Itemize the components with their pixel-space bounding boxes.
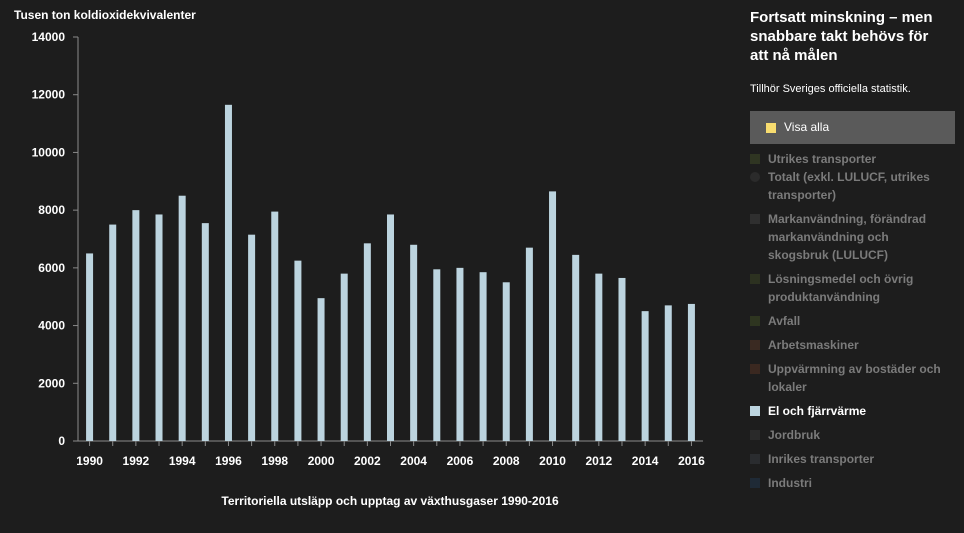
show-all-swatch-icon — [766, 123, 776, 133]
y-tick-label: 12000 — [32, 88, 66, 102]
x-tick-label: 2016 — [678, 454, 705, 468]
x-tick-label: 2006 — [447, 454, 474, 468]
legend-item-label: Utrikes transporter — [768, 152, 877, 166]
bar-1994 — [178, 195, 186, 441]
legend-circle-icon — [750, 172, 760, 182]
legend-item-label: Jordbruk — [768, 428, 821, 442]
sidebar-title: Fortsatt minskning – men snabbare takt b… — [750, 9, 933, 64]
y-tick-label: 4000 — [38, 319, 65, 333]
legend-item[interactable]: Arbetsmaskiner — [750, 336, 950, 354]
legend-item[interactable]: Inrikes transporter — [750, 450, 950, 468]
legend-swatch-icon — [750, 340, 760, 350]
bar-1998 — [271, 211, 279, 441]
chart-area: Tusen ton koldioxidekvivalenter 0 2000 400… — [14, 8, 705, 508]
bar-2015 — [664, 305, 672, 441]
bar-1991 — [109, 224, 117, 441]
legend-swatch-icon — [750, 454, 760, 464]
x-tick-label: 2014 — [632, 454, 659, 468]
legend-item[interactable]: Industri — [750, 474, 950, 492]
bar-1999 — [294, 260, 302, 441]
y-tick-label: 6000 — [38, 261, 65, 275]
bar-2011 — [572, 254, 580, 441]
sidebar-subtitle: Tillhör Sveriges officiella statistik. — [750, 83, 911, 95]
legend-swatch-icon — [750, 430, 760, 440]
x-tick-label: 2010 — [539, 454, 566, 468]
bar-1990 — [86, 253, 94, 441]
bar-2004 — [410, 244, 418, 441]
bar-chart: 0 2000 4000 6000 8000 10000 12000 14000 1990 1992… — [32, 30, 705, 468]
bar-1992 — [132, 210, 140, 441]
bar-1997 — [248, 234, 256, 441]
legend-item[interactable]: Totalt (exkl. LULUCF, utrikes transporte… — [750, 168, 950, 204]
legend-swatch-icon — [750, 316, 760, 326]
legend-item-label: Uppvärmning av bostäder och lokaler — [768, 362, 941, 394]
x-tick-label: 1992 — [123, 454, 150, 468]
legend-swatch-icon — [750, 406, 760, 416]
bar-2008 — [502, 282, 510, 441]
y-tick-label: 2000 — [38, 376, 65, 390]
legend-item[interactable]: Avfall — [750, 312, 950, 330]
bar-2012 — [595, 273, 603, 441]
legend-item-label: Inrikes transporter — [768, 452, 875, 466]
show-all-label: Visa alla — [784, 120, 830, 134]
legend-swatch-icon — [750, 154, 760, 164]
legend-item[interactable]: Markanvändning, förändrad markanvändning… — [750, 210, 950, 264]
y-tick-label: 14000 — [32, 30, 66, 44]
legend-item-label: Totalt (exkl. LULUCF, utrikes transporte… — [768, 170, 930, 202]
legend-item-label: Markanvändning, förändrad markanvändning… — [768, 212, 927, 262]
bar-1995 — [201, 223, 209, 441]
x-tick-label: 2002 — [354, 454, 381, 468]
x-tick-label: 1990 — [76, 454, 103, 468]
x-tick-label: 2004 — [400, 454, 427, 468]
x-tick-label: 2008 — [493, 454, 520, 468]
bar-2000 — [317, 298, 325, 441]
legend-item-label: El och fjärrvärme — [768, 404, 867, 418]
bar-2006 — [456, 267, 464, 441]
bar-2010 — [549, 191, 557, 441]
x-tick-label: 1998 — [261, 454, 288, 468]
bar-2014 — [641, 311, 649, 441]
legend-item[interactable]: Utrikes transporter — [750, 150, 950, 168]
bar-2002 — [363, 243, 371, 441]
legend-item-label: Arbetsmaskiner — [768, 338, 859, 352]
bar-2005 — [433, 269, 441, 441]
bar-2001 — [340, 273, 348, 441]
x-axis-title: Territoriella utsläpp och upptag av växt… — [221, 494, 559, 508]
bar-2016 — [687, 303, 695, 441]
legend-swatch-icon — [750, 478, 760, 488]
x-tick-label: 1994 — [169, 454, 196, 468]
y-axis-title: Tusen ton koldioxidekvivalenter — [14, 8, 196, 22]
legend-item-label: Industri — [768, 476, 812, 490]
y-tick-label: 0 — [58, 434, 65, 448]
legend-item[interactable]: Lösningsmedel och övrig produktanvändnin… — [750, 270, 950, 306]
bar-1996 — [224, 104, 232, 442]
legend-item-label: Lösningsmedel och övrig produktanvändnin… — [768, 272, 914, 304]
legend-item[interactable]: El och fjärrvärme — [750, 402, 950, 420]
bar-2007 — [479, 272, 487, 441]
bar-2013 — [618, 277, 626, 441]
legend-item[interactable]: Jordbruk — [750, 426, 950, 444]
legend-swatch-icon — [750, 274, 760, 284]
show-all-button[interactable]: Visa alla — [750, 111, 955, 144]
x-tick-label: 2012 — [585, 454, 612, 468]
legend-item-label: Avfall — [768, 314, 801, 328]
x-tick-label: 2000 — [308, 454, 335, 468]
y-tick-label: 8000 — [38, 203, 65, 217]
legend-swatch-icon — [750, 364, 760, 374]
bar-2009 — [525, 247, 533, 441]
x-tick-label: 1996 — [215, 454, 242, 468]
legend-swatch-icon — [750, 214, 760, 224]
y-tick-label: 10000 — [32, 145, 66, 159]
bar-1993 — [155, 214, 163, 441]
legend-item[interactable]: Uppvärmning av bostäder och lokaler — [750, 360, 950, 396]
bar-2003 — [387, 214, 394, 441]
